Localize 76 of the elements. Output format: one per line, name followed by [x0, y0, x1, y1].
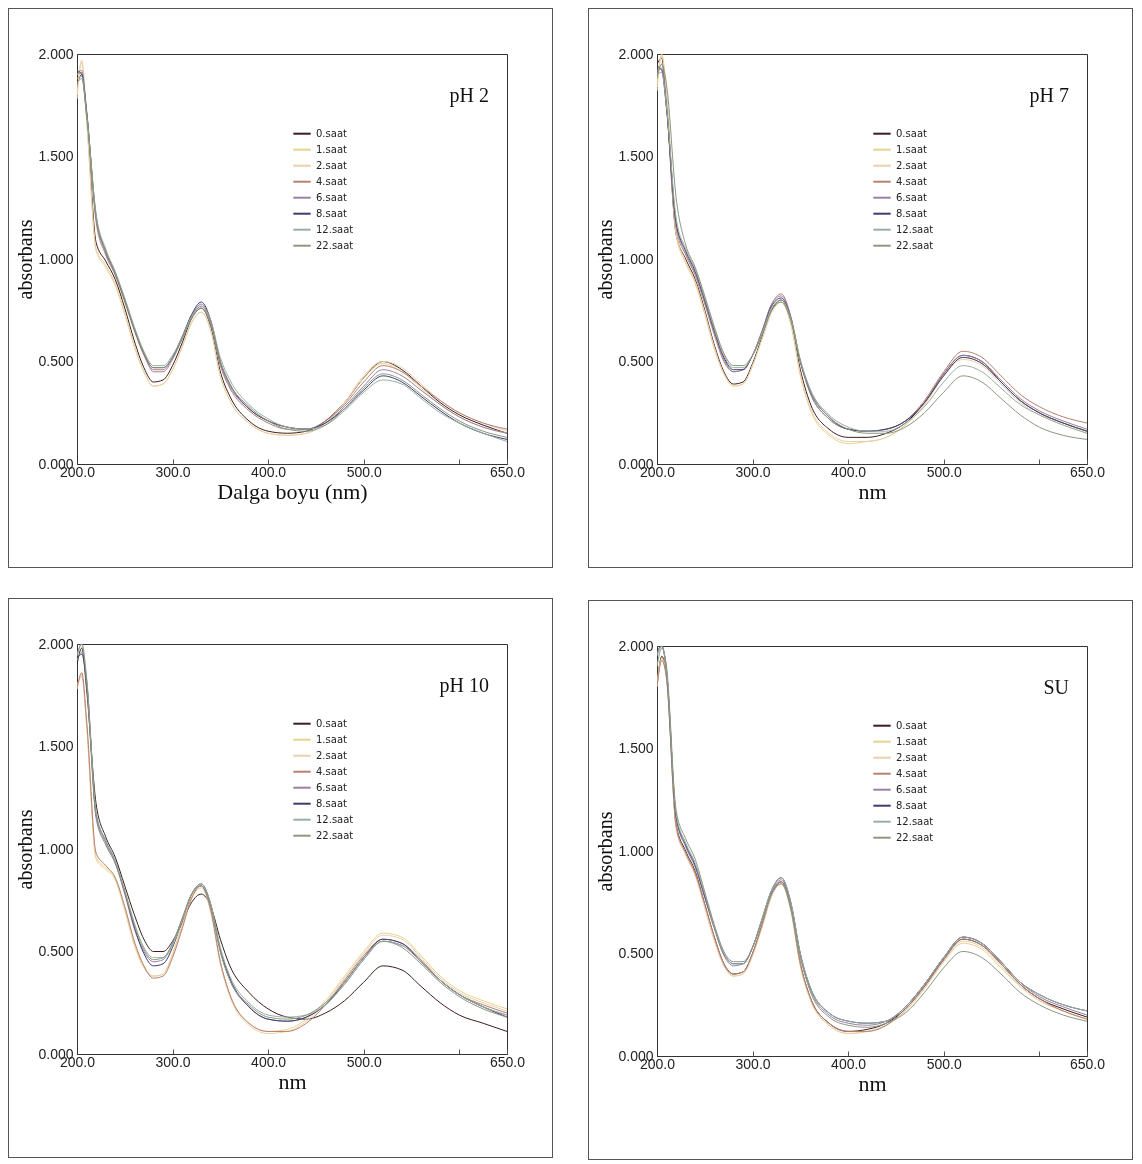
legend-label: 1.saat — [896, 735, 928, 747]
x-tick-label: 500.0 — [926, 1055, 962, 1072]
legend-label: 4.saat — [316, 175, 348, 187]
y-tick-label: 1.500 — [38, 148, 74, 164]
y-tick-label: 2.000 — [618, 637, 654, 654]
x-axis-title: nm — [858, 1070, 887, 1096]
x-tick-label: 650.0 — [1069, 463, 1106, 480]
text: pH 10 — [439, 674, 489, 697]
y-tick-label: 1.000 — [618, 842, 654, 859]
x-tick-label: 400.0 — [251, 463, 287, 480]
x-axis-title: Dalga boyu (nm) — [217, 478, 368, 504]
y-tick-label: 0.500 — [38, 353, 74, 369]
legend-label: 6.saat — [316, 781, 348, 793]
legend-label: 12.saat — [896, 223, 934, 235]
legend-label: 12.saat — [316, 813, 354, 825]
x-tick-label: 500.0 — [926, 463, 962, 480]
legend-label: 1.saat — [896, 143, 928, 155]
legend-label: 0.saat — [896, 719, 928, 731]
y-tick-label: 0.500 — [38, 943, 74, 959]
legend-label: 22.saat — [896, 831, 934, 843]
x-tick-label: 300.0 — [155, 463, 191, 480]
legend-label: 1.saat — [316, 143, 348, 155]
x-tick-label: 400.0 — [831, 1055, 867, 1072]
legend-label: 22.saat — [316, 829, 354, 841]
y-tick-label: 1.000 — [38, 250, 74, 267]
y-axis-title: absorbans — [594, 219, 617, 300]
y-tick-label: 2.000 — [38, 45, 74, 62]
x-tick-label: 650.0 — [1069, 1055, 1106, 1072]
y-axis-title: absorbans — [14, 219, 37, 300]
x-tick-label: 400.0 — [831, 463, 867, 480]
y-tick-label: 1.500 — [618, 740, 654, 756]
legend-label: 2.saat — [896, 751, 928, 763]
x-tick-label: 650.0 — [489, 463, 526, 480]
y-axis-title: absorbans — [594, 811, 617, 892]
legend-label: 4.saat — [896, 767, 928, 779]
legend-label: 22.saat — [316, 239, 354, 251]
legend-label: 8.saat — [316, 207, 348, 219]
legend-label: 12.saat — [896, 815, 934, 827]
legend-label: 2.saat — [316, 749, 348, 761]
x-axis-title: nm — [278, 1068, 307, 1094]
text: pH 2 — [449, 84, 489, 107]
text: pH 7 — [1029, 84, 1069, 107]
legend-label: 6.saat — [896, 783, 928, 795]
x-tick-label: 300.0 — [155, 1053, 191, 1070]
y-tick-label: 1.500 — [618, 148, 654, 164]
x-axis-title: nm — [858, 478, 887, 504]
y-tick-label: 1.000 — [618, 250, 654, 267]
legend-label: 0.saat — [316, 717, 348, 729]
legend-label: 12.saat — [316, 223, 354, 235]
x-tick-label: 650.0 — [489, 1053, 526, 1070]
y-tick-label: 2.000 — [618, 45, 654, 62]
y-tick-label: 0.500 — [618, 945, 654, 961]
legend-label: 22.saat — [896, 239, 934, 251]
legend-label: 0.saat — [316, 127, 348, 139]
y-tick-label: 2.000 — [38, 635, 74, 652]
legend-label: 2.saat — [896, 159, 928, 171]
x-tick-label: 300.0 — [735, 463, 771, 480]
legend-label: 8.saat — [896, 799, 928, 811]
y-axis-title: absorbans — [14, 809, 37, 890]
legend-label: 8.saat — [316, 797, 348, 809]
legend-label: 8.saat — [896, 207, 928, 219]
x-tick-label: 500.0 — [346, 463, 382, 480]
legend-label: 6.saat — [896, 191, 928, 203]
legend-label: 6.saat — [316, 191, 348, 203]
legend-label: 4.saat — [896, 175, 928, 187]
legend-label: 0.saat — [896, 127, 928, 139]
text: SU — [1043, 676, 1070, 698]
x-tick-label: 300.0 — [735, 1055, 771, 1072]
y-tick-label: 1.000 — [38, 840, 74, 857]
legend-label: 1.saat — [316, 733, 348, 745]
legend-label: 4.saat — [316, 765, 348, 777]
y-tick-label: 0.500 — [618, 353, 654, 369]
legend-label: 2.saat — [316, 159, 348, 171]
x-tick-label: 400.0 — [251, 1053, 287, 1070]
x-tick-label: 500.0 — [346, 1053, 382, 1070]
y-tick-label: 1.500 — [38, 738, 74, 754]
